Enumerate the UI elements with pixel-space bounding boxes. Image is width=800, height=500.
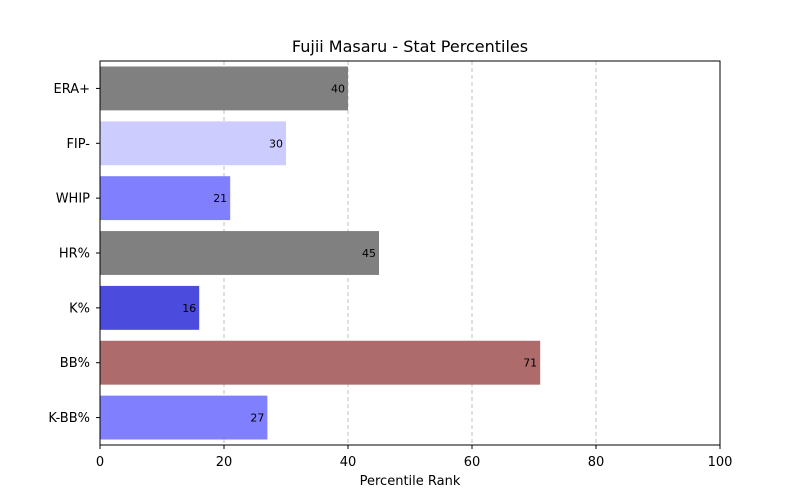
x-tick-label: 20 xyxy=(216,455,233,470)
chart-title: Fujii Masaru - Stat Percentiles xyxy=(292,37,528,56)
data-label: 40 xyxy=(331,82,345,95)
y-tick-label: K% xyxy=(69,301,90,316)
x-tick-label: 100 xyxy=(708,455,733,470)
y-tick-label: WHIP xyxy=(56,192,90,207)
bar xyxy=(100,231,379,275)
data-label: 45 xyxy=(362,247,376,260)
y-tick-label: BB% xyxy=(60,356,90,371)
y-tick-label: FIP- xyxy=(66,137,90,152)
data-label: 71 xyxy=(523,357,537,370)
y-tick-label: K-BB% xyxy=(48,411,90,426)
y-tick-label: ERA+ xyxy=(53,82,90,97)
data-labels: 40 30 21 45 16 71 27 xyxy=(182,82,537,424)
data-label: 16 xyxy=(182,302,196,315)
bar xyxy=(100,66,348,111)
plot-frame xyxy=(99,60,721,446)
x-tick-label: 40 xyxy=(340,455,357,470)
axes: 0 20 40 60 80 100 ERA+ FIP- WHIP HR% K% BB% K-BB% xyxy=(48,82,732,470)
y-tick-label: HR% xyxy=(59,247,90,262)
bars xyxy=(100,66,541,440)
x-tick-label: 0 xyxy=(96,455,104,470)
bar xyxy=(100,340,541,385)
data-label: 30 xyxy=(269,137,283,150)
x-axis-label: Percentile Rank xyxy=(360,474,461,489)
bar xyxy=(100,176,231,221)
x-tick-label: 60 xyxy=(464,455,481,470)
data-label: 21 xyxy=(213,192,227,205)
bar xyxy=(100,121,286,166)
data-label: 27 xyxy=(250,412,264,425)
bar xyxy=(100,285,200,330)
bar xyxy=(100,395,268,440)
x-tick-label: 80 xyxy=(588,455,605,470)
